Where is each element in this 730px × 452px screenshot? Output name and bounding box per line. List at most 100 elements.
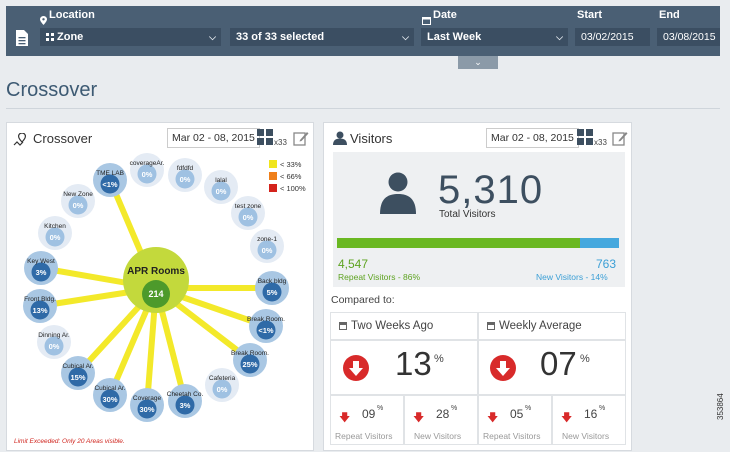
zone-node-value: 13% (32, 306, 47, 315)
zone-node-core (256, 320, 276, 340)
center-node-core (142, 280, 170, 308)
zone-node-core (240, 354, 260, 374)
crossover-graph: TME LAB<1%coverageAr.0% fdfdfd 0% lalal0%te… (23, 153, 289, 422)
zone-node-label: Back bldg (258, 278, 287, 285)
zone-node[interactable]: Break Room. <1% (247, 309, 285, 343)
chevron-down-icon: ⌵ (402, 32, 409, 42)
zone-node-core (257, 240, 277, 260)
zone-node[interactable]: lalal 0% (204, 170, 238, 204)
zone-node[interactable]: Cheetah Co. 3% (167, 384, 204, 418)
new-change-label: New Visitors (562, 431, 610, 441)
zone-node-value: 30% (139, 405, 154, 414)
zone-node-label: TME LAB (96, 170, 124, 177)
zone-node-core (68, 195, 88, 215)
edit-icon[interactable] (293, 130, 309, 146)
zone-node-core (68, 367, 88, 387)
zone-node[interactable]: Cubical Ar. 30% (93, 378, 127, 412)
total-visitors-label: Total Visitors (439, 209, 496, 220)
zone-node-label: Front Bldg. (24, 296, 56, 303)
zone-node[interactable]: test zone 0% (231, 196, 265, 230)
zone-node[interactable]: Dinning Ar. 0% (37, 325, 71, 359)
zone-node[interactable]: Front Bldg. 13% (23, 289, 57, 323)
comparison-header-weekly-average: Weekly Average (478, 312, 626, 340)
zone-node-core (212, 379, 232, 399)
zone-node[interactable]: coverageAr. 0% (130, 153, 165, 187)
date-select[interactable]: Last Week ⌵ (421, 28, 568, 46)
zone-node-label: Cubical Ar. (94, 385, 125, 392)
collapse-filters-handle[interactable]: ⌄ (458, 56, 498, 69)
zone-node[interactable]: fdfdfd 0% (168, 158, 202, 192)
grid-icon[interactable] (257, 129, 273, 145)
new-visitors-change (404, 395, 478, 445)
calendar-icon (487, 322, 495, 330)
visitors-title: Visitors (350, 131, 393, 146)
map-pin-icon (40, 16, 47, 25)
new-visitors-change (552, 395, 626, 445)
new-change-unit: % (599, 405, 606, 412)
center-node-label: APR Rooms (127, 266, 185, 277)
zone-node-value: 0% (50, 233, 61, 242)
repeat-change-label: Repeat Visitors (335, 431, 393, 441)
zone-node-core (262, 282, 282, 302)
zone-node-label: Cheetah Co. (167, 391, 204, 398)
legend-item: < 66% (269, 172, 301, 181)
zone-node[interactable]: Cafeteria 0% (205, 368, 239, 402)
repeat-visitors-label: Repeat Visitors - 86% (338, 272, 421, 282)
start-label: Start (577, 9, 603, 21)
new-visitors-count: 763 (596, 257, 617, 271)
person-icon (333, 131, 347, 145)
zone-count: x33 (274, 138, 287, 147)
comparison-header-two-weeks: Two Weeks Ago (330, 312, 478, 340)
zone-node[interactable]: Coverage 30% (130, 388, 164, 422)
center-zone-node[interactable]: APR Rooms 214 (123, 247, 189, 313)
zone-node-label: New Zone (63, 191, 93, 198)
comparison-title: Two Weeks Ago (351, 320, 434, 332)
visitors-date-range[interactable]: Mar 02 - 08, 2015 (486, 128, 579, 148)
selection-select[interactable]: 33 of 33 selected ⌵ (230, 28, 414, 46)
calendar-icon (339, 322, 347, 330)
edit-icon[interactable] (612, 130, 628, 146)
down-arrow-icon: 🡇 (487, 412, 499, 424)
zone-node-core (45, 227, 65, 247)
zone-node-core (175, 169, 195, 189)
zone-node[interactable]: zone-1 0% (250, 229, 284, 263)
repeat-change-value: 05 (510, 407, 524, 421)
date-label: Date (433, 9, 457, 21)
comparison-title: Weekly Average (499, 320, 582, 332)
end-date-input[interactable]: 03/08/2015 (657, 28, 720, 46)
zone-node-value: 0% (180, 175, 191, 184)
zone-node-value: 0% (142, 170, 153, 179)
zone-node[interactable]: New Zone 0% (61, 184, 95, 218)
grid-icon[interactable] (577, 129, 593, 145)
zone-node[interactable]: TME LAB <1% (93, 163, 127, 197)
new-visitors-bar (580, 238, 619, 248)
figure-id: 353864 (716, 393, 725, 420)
crossover-title: Crossover (33, 131, 93, 146)
comparison-unit: % (580, 353, 590, 365)
comparison-body (330, 340, 478, 395)
zone-select-value: Zone (57, 31, 84, 43)
zone-node[interactable]: Cubical Ar. 15% (61, 356, 95, 390)
repeat-change-label: Repeat Visitors (483, 431, 541, 441)
decrease-arrow-icon (490, 355, 516, 381)
end-label: End (659, 9, 680, 21)
zone-select[interactable]: Zone ⌵ (40, 28, 221, 46)
zone-node-label: fdfdfd (177, 165, 194, 172)
center-node-value: 214 (148, 289, 163, 299)
zone-node[interactable]: Break Room. 25% (231, 343, 269, 377)
repeat-visitors-bar (337, 238, 580, 248)
document-icon[interactable] (15, 29, 29, 47)
zone-node[interactable]: Key West 3% (24, 251, 58, 285)
legend-swatch (269, 160, 277, 168)
chevron-down-icon: ⌵ (209, 32, 216, 42)
start-date-input[interactable]: 03/02/2015 (575, 28, 650, 46)
zone-node-value: 5% (267, 288, 278, 297)
zone-node-core (175, 395, 195, 415)
legend-swatch (269, 172, 277, 180)
limit-note: Limit Exceeded: Only 20 Areas visible. (14, 438, 125, 445)
zone-node-core (137, 164, 157, 184)
legend-label: < 66% (280, 172, 302, 181)
zone-node[interactable]: Kitchen 0% (38, 216, 72, 250)
zone-node-core (30, 300, 50, 320)
zone-node[interactable]: Back bldg 5% (255, 271, 289, 305)
